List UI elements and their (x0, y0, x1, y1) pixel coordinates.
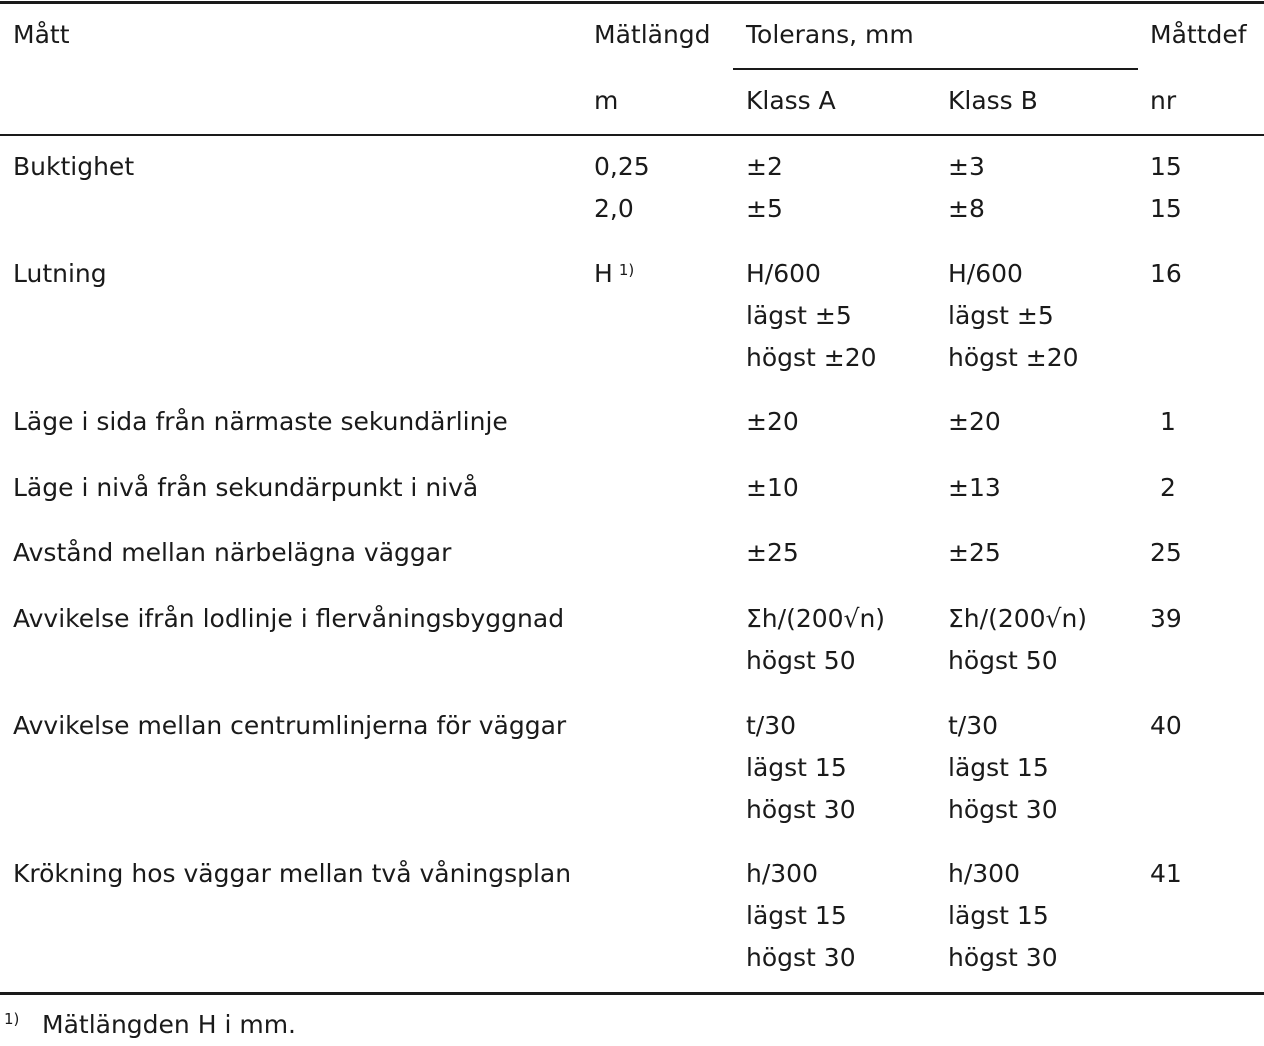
cell-matt: Läge i nivå från sekundärpunkt i nivå (13, 473, 479, 502)
cell-def-nr-line: 41 (1150, 859, 1182, 888)
cell-length: 0,25 2,0 (594, 146, 650, 230)
cell-class-a-line: lägst 15 (746, 901, 847, 930)
cell-class-b-line: högst 30 (948, 943, 1058, 972)
cell-class-a-line: högst 30 (746, 795, 856, 824)
cell-def-nr: 2 (1160, 467, 1176, 509)
cell-def-nr-line: 40 (1150, 711, 1182, 740)
cell-matt: Lutning (13, 259, 107, 288)
cell-class-a: t/30 lägst 15 högst 30 (746, 705, 856, 831)
cell-class-b-line: Σh/(200√n) (948, 604, 1088, 633)
cell-class-b: ±3 ±8 (948, 146, 985, 230)
header-length: Mätlängd (594, 20, 711, 49)
cell-class-a: ±2 ±5 (746, 146, 783, 230)
cell-def-nr-line: 25 (1150, 538, 1182, 567)
cell-class-a-line: h/300 (746, 859, 818, 888)
cell-def-nr-line: 1 (1160, 407, 1176, 436)
cell-matt: Krökning hos väggar mellan två våningspl… (13, 859, 572, 888)
cell-class-a-line: ±10 (746, 473, 799, 502)
cell-class-a-line: lägst 15 (746, 753, 847, 782)
cell-class-b: h/300 lägst 15 högst 30 (948, 853, 1058, 979)
cell-class-b-line: högst 30 (948, 795, 1058, 824)
cell-class-b-line: t/30 (948, 711, 999, 740)
cell-class-b: ±25 (948, 532, 1001, 574)
cell-length-line: 0,25 (594, 152, 650, 181)
header-bottom-rule (0, 134, 1264, 136)
cell-class-b: ±13 (948, 467, 1001, 509)
cell-def-nr-line: 16 (1150, 259, 1182, 288)
cell-class-a-line: lägst ±5 (746, 301, 852, 330)
header-length-unit: m (594, 86, 619, 115)
cell-class-a-line: ±2 (746, 152, 783, 181)
cell-class-a: h/300 lägst 15 högst 30 (746, 853, 856, 979)
header-def-unit: nr (1150, 86, 1177, 115)
cell-class-a-line: högst 30 (746, 943, 856, 972)
header-class-b: Klass B (948, 86, 1038, 115)
cell-matt: Avstånd mellan närbelägna väggar (13, 538, 452, 567)
cell-class-b-line: lägst ±5 (948, 301, 1054, 330)
cell-class-a: ±20 (746, 401, 799, 443)
cell-class-a-line: högst 50 (746, 646, 856, 675)
header-matt: Mått (13, 20, 70, 49)
cell-def-nr-line: 15 (1150, 152, 1182, 181)
cell-length-line: H 1) (594, 253, 634, 295)
table-bottom-rule (0, 992, 1264, 995)
cell-matt: Buktighet (13, 152, 135, 181)
table-top-rule (0, 1, 1264, 4)
cell-def-nr: 25 (1150, 532, 1182, 574)
cell-def-nr: 15 15 (1150, 146, 1182, 230)
cell-matt: Läge i sida från närmaste sekundärlinje (13, 407, 508, 436)
cell-class-b-line: h/300 (948, 859, 1020, 888)
cell-class-a: ±25 (746, 532, 799, 574)
cell-class-b: H/600 lägst ±5 högst ±20 (948, 253, 1079, 379)
cell-def-nr: 1 (1160, 401, 1176, 443)
cell-class-a-line: ±5 (746, 194, 783, 223)
cell-class-b: ±20 (948, 401, 1001, 443)
cell-class-b-line: ±3 (948, 152, 985, 181)
footnote-mark: 1) (4, 1010, 20, 1028)
cell-def-nr-line: 39 (1150, 604, 1182, 633)
cell-class-b-line: H/600 (948, 259, 1023, 288)
cell-matt: Avvikelse ifrån lodlinje i flervåningsby… (13, 604, 565, 633)
cell-class-a: H/600 lägst ±5 högst ±20 (746, 253, 877, 379)
cell-def-nr: 41 (1150, 853, 1182, 895)
cell-class-b-line: ±25 (948, 538, 1001, 567)
cell-class-b-line: högst 50 (948, 646, 1058, 675)
cell-class-b: Σh/(200√n) högst 50 (948, 598, 1087, 682)
header-def: Måttdef (1150, 20, 1247, 49)
cell-def-nr: 39 (1150, 598, 1182, 640)
cell-matt: Avvikelse mellan centrumlinjerna för väg… (13, 711, 567, 740)
cell-class-b-line: lägst 15 (948, 753, 1049, 782)
cell-class-b-line: lägst 15 (948, 901, 1049, 930)
cell-class-a-line: Σh/(200√n) (746, 604, 886, 633)
cell-class-b-line: högst ±20 (948, 343, 1079, 372)
header-class-a: Klass A (746, 86, 836, 115)
cell-class-a-line: t/30 (746, 711, 797, 740)
cell-class-b-line: ±20 (948, 407, 1001, 436)
cell-class-b-line: ±8 (948, 194, 985, 223)
cell-def-nr: 16 (1150, 253, 1182, 295)
cell-length-text: H (594, 259, 613, 288)
cell-class-b: t/30 lägst 15 högst 30 (948, 705, 1058, 831)
cell-def-nr-line: 15 (1150, 194, 1182, 223)
cell-class-a-line: H/600 (746, 259, 821, 288)
cell-class-a-line: högst ±20 (746, 343, 877, 372)
cell-class-b-line: ±13 (948, 473, 1001, 502)
cell-class-a-line: ±25 (746, 538, 799, 567)
cell-class-a-line: ±20 (746, 407, 799, 436)
tolerance-group-rule (733, 68, 1138, 70)
footnote-text: Mätlängden H i mm. (42, 1010, 297, 1039)
footnote-ref: 1) (618, 261, 635, 279)
cell-def-nr: 40 (1150, 705, 1182, 747)
cell-length: H 1) (594, 253, 634, 295)
cell-class-a: Σh/(200√n) högst 50 (746, 598, 885, 682)
cell-class-a: ±10 (746, 467, 799, 509)
header-tolerance: Tolerans, mm (746, 20, 914, 49)
cell-def-nr-line: 2 (1160, 473, 1176, 502)
cell-length-line: 2,0 (594, 194, 634, 223)
